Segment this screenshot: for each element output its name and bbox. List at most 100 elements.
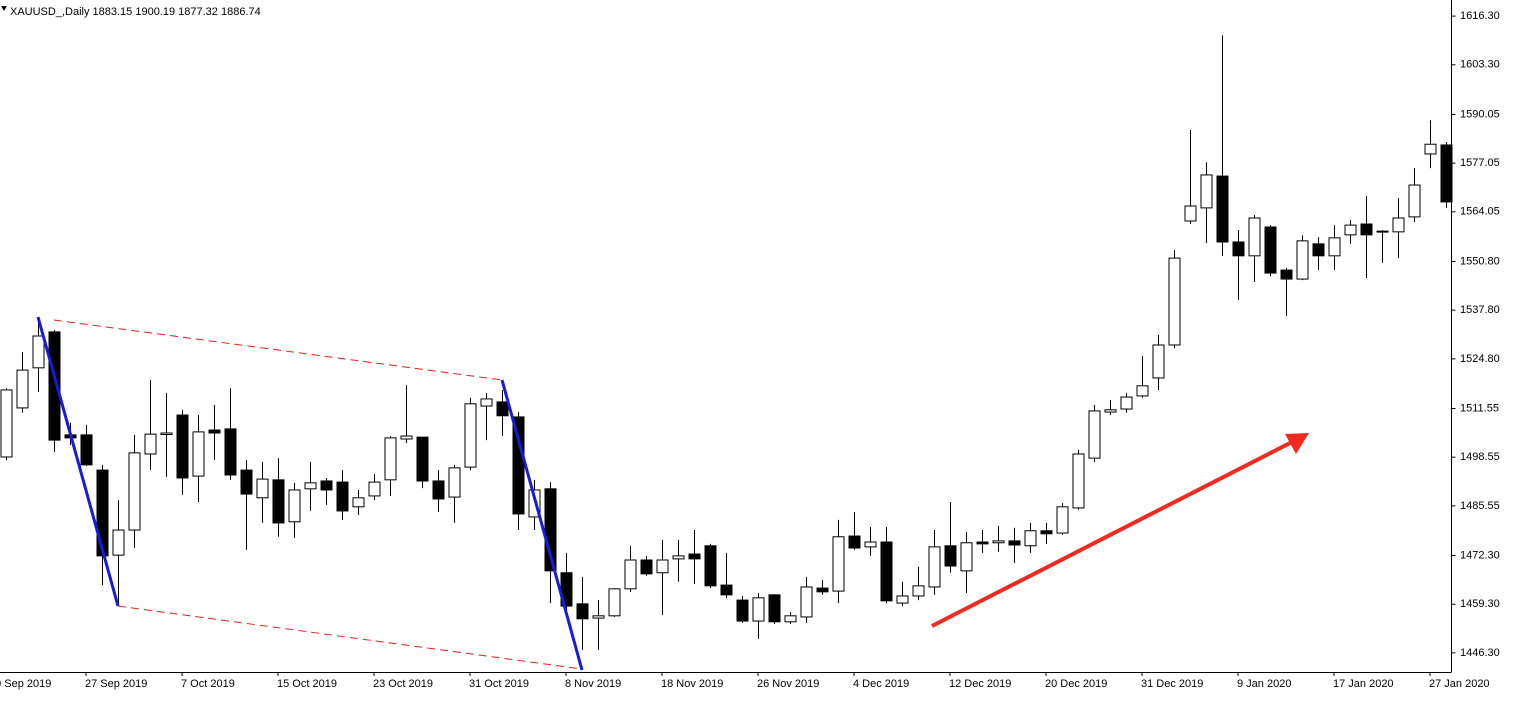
candle-body: [1232, 241, 1245, 257]
candle-body: [1408, 184, 1421, 218]
candle-body: [640, 559, 653, 575]
candle-body: [1184, 205, 1197, 222]
candle-body: [304, 482, 317, 490]
candle-body: [176, 414, 189, 479]
trend-line: [500, 379, 584, 671]
candle-body: [768, 594, 781, 623]
candle-body: [1088, 410, 1101, 459]
x-tick-label: 27 Sep 2019: [85, 678, 147, 690]
candle-body: [592, 615, 605, 619]
candle-body: [928, 546, 941, 588]
candle-body: [1328, 237, 1341, 257]
chart-title: XAUUSD_,Daily 1883.15 1900.19 1877.32 18…: [10, 6, 261, 18]
arrow-shaft: [931, 440, 1293, 628]
candle-body: [128, 452, 141, 531]
x-tick-label: 9 Jan 2020: [1237, 678, 1291, 690]
x-tick-label: 17 Jan 2020: [1333, 678, 1394, 690]
candle-body: [1200, 174, 1213, 209]
x-tick-label: 20 Dec 2019: [1045, 678, 1107, 690]
candle-body: [1440, 144, 1453, 203]
candles: [0, 35, 1453, 650]
candle-body: [192, 431, 205, 477]
candle-body: [400, 435, 413, 440]
candle-body: [544, 488, 557, 572]
y-tick-label: 1590.05: [1460, 108, 1500, 120]
candle-body: [1280, 269, 1293, 280]
y-tick-label: 1564.05: [1460, 206, 1500, 218]
candle-body: [576, 603, 589, 620]
candle-body: [16, 369, 29, 409]
x-tick-label: 27 Jan 2020: [1429, 678, 1490, 690]
y-tick-label: 1459.30: [1460, 598, 1500, 610]
y-tick-label: 1446.30: [1460, 647, 1500, 659]
candle-body: [352, 497, 365, 508]
channel-line: [53, 319, 503, 381]
x-tick-label: 26 Nov 2019: [757, 678, 819, 690]
x-tick-label: 31 Oct 2019: [469, 678, 529, 690]
candle-body: [1392, 217, 1405, 233]
candle-body: [912, 585, 925, 597]
candle-body: [992, 540, 1005, 544]
candle-body: [1312, 243, 1325, 257]
candle-body: [448, 467, 461, 498]
candle-body: [704, 545, 717, 587]
candle-body: [832, 536, 845, 592]
candle-body: [624, 559, 637, 590]
candle-body: [48, 331, 61, 441]
candle-body: [288, 489, 301, 523]
candle-body: [336, 481, 349, 512]
candle-body: [880, 541, 893, 602]
candle-body: [112, 529, 125, 556]
candle-body: [80, 434, 93, 466]
candle-body: [496, 401, 509, 417]
candle-body: [480, 398, 493, 407]
candle-body: [1040, 530, 1053, 535]
candle-body: [1424, 143, 1437, 155]
candle-body: [944, 545, 957, 567]
candle-body: [512, 416, 525, 515]
candle-body: [208, 429, 221, 434]
x-tick-label: 19 Sep 2019: [0, 678, 51, 690]
candle-body: [1072, 453, 1085, 509]
trend-line: [36, 316, 120, 607]
candle-body: [1360, 223, 1373, 236]
drawings-top: [36, 316, 1309, 671]
y-tick-label: 1537.80: [1460, 304, 1500, 316]
candle-body: [384, 437, 397, 481]
candle-body: [96, 469, 109, 557]
candle-body: [1024, 530, 1037, 547]
candle-body: [272, 479, 285, 524]
y-tick-label: 1577.05: [1460, 157, 1500, 169]
candle-body: [720, 584, 733, 596]
candle-body: [752, 597, 765, 622]
x-tick-label: 8 Nov 2019: [565, 678, 621, 690]
candle-body: [432, 480, 445, 500]
y-tick-label: 1498.55: [1460, 451, 1500, 463]
arrow-head: [1285, 433, 1309, 454]
x-tick-label: 18 Nov 2019: [661, 678, 723, 690]
candle-body: [960, 542, 973, 572]
candle-body: [848, 535, 861, 549]
candle-body: [224, 428, 237, 476]
candle-body: [256, 478, 269, 499]
candle-body: [816, 587, 829, 593]
candle-body: [240, 469, 253, 495]
y-tick-label: 1485.55: [1460, 500, 1500, 512]
candle-body: [0, 389, 13, 458]
symbol-marker: [1, 6, 7, 11]
candle-body: [1136, 385, 1149, 397]
candle-body: [1264, 226, 1277, 274]
candle-body: [688, 553, 701, 560]
candle-body: [1104, 409, 1117, 413]
candle-body: [1376, 230, 1389, 233]
candle-body: [464, 403, 477, 468]
channel-line: [117, 605, 583, 670]
candle-body: [1216, 175, 1229, 243]
candle-body: [1008, 540, 1021, 546]
candle-body: [736, 599, 749, 622]
candle-body: [416, 436, 429, 482]
y-tick-label: 1472.30: [1460, 549, 1500, 561]
y-tick-label: 1524.80: [1460, 353, 1500, 365]
